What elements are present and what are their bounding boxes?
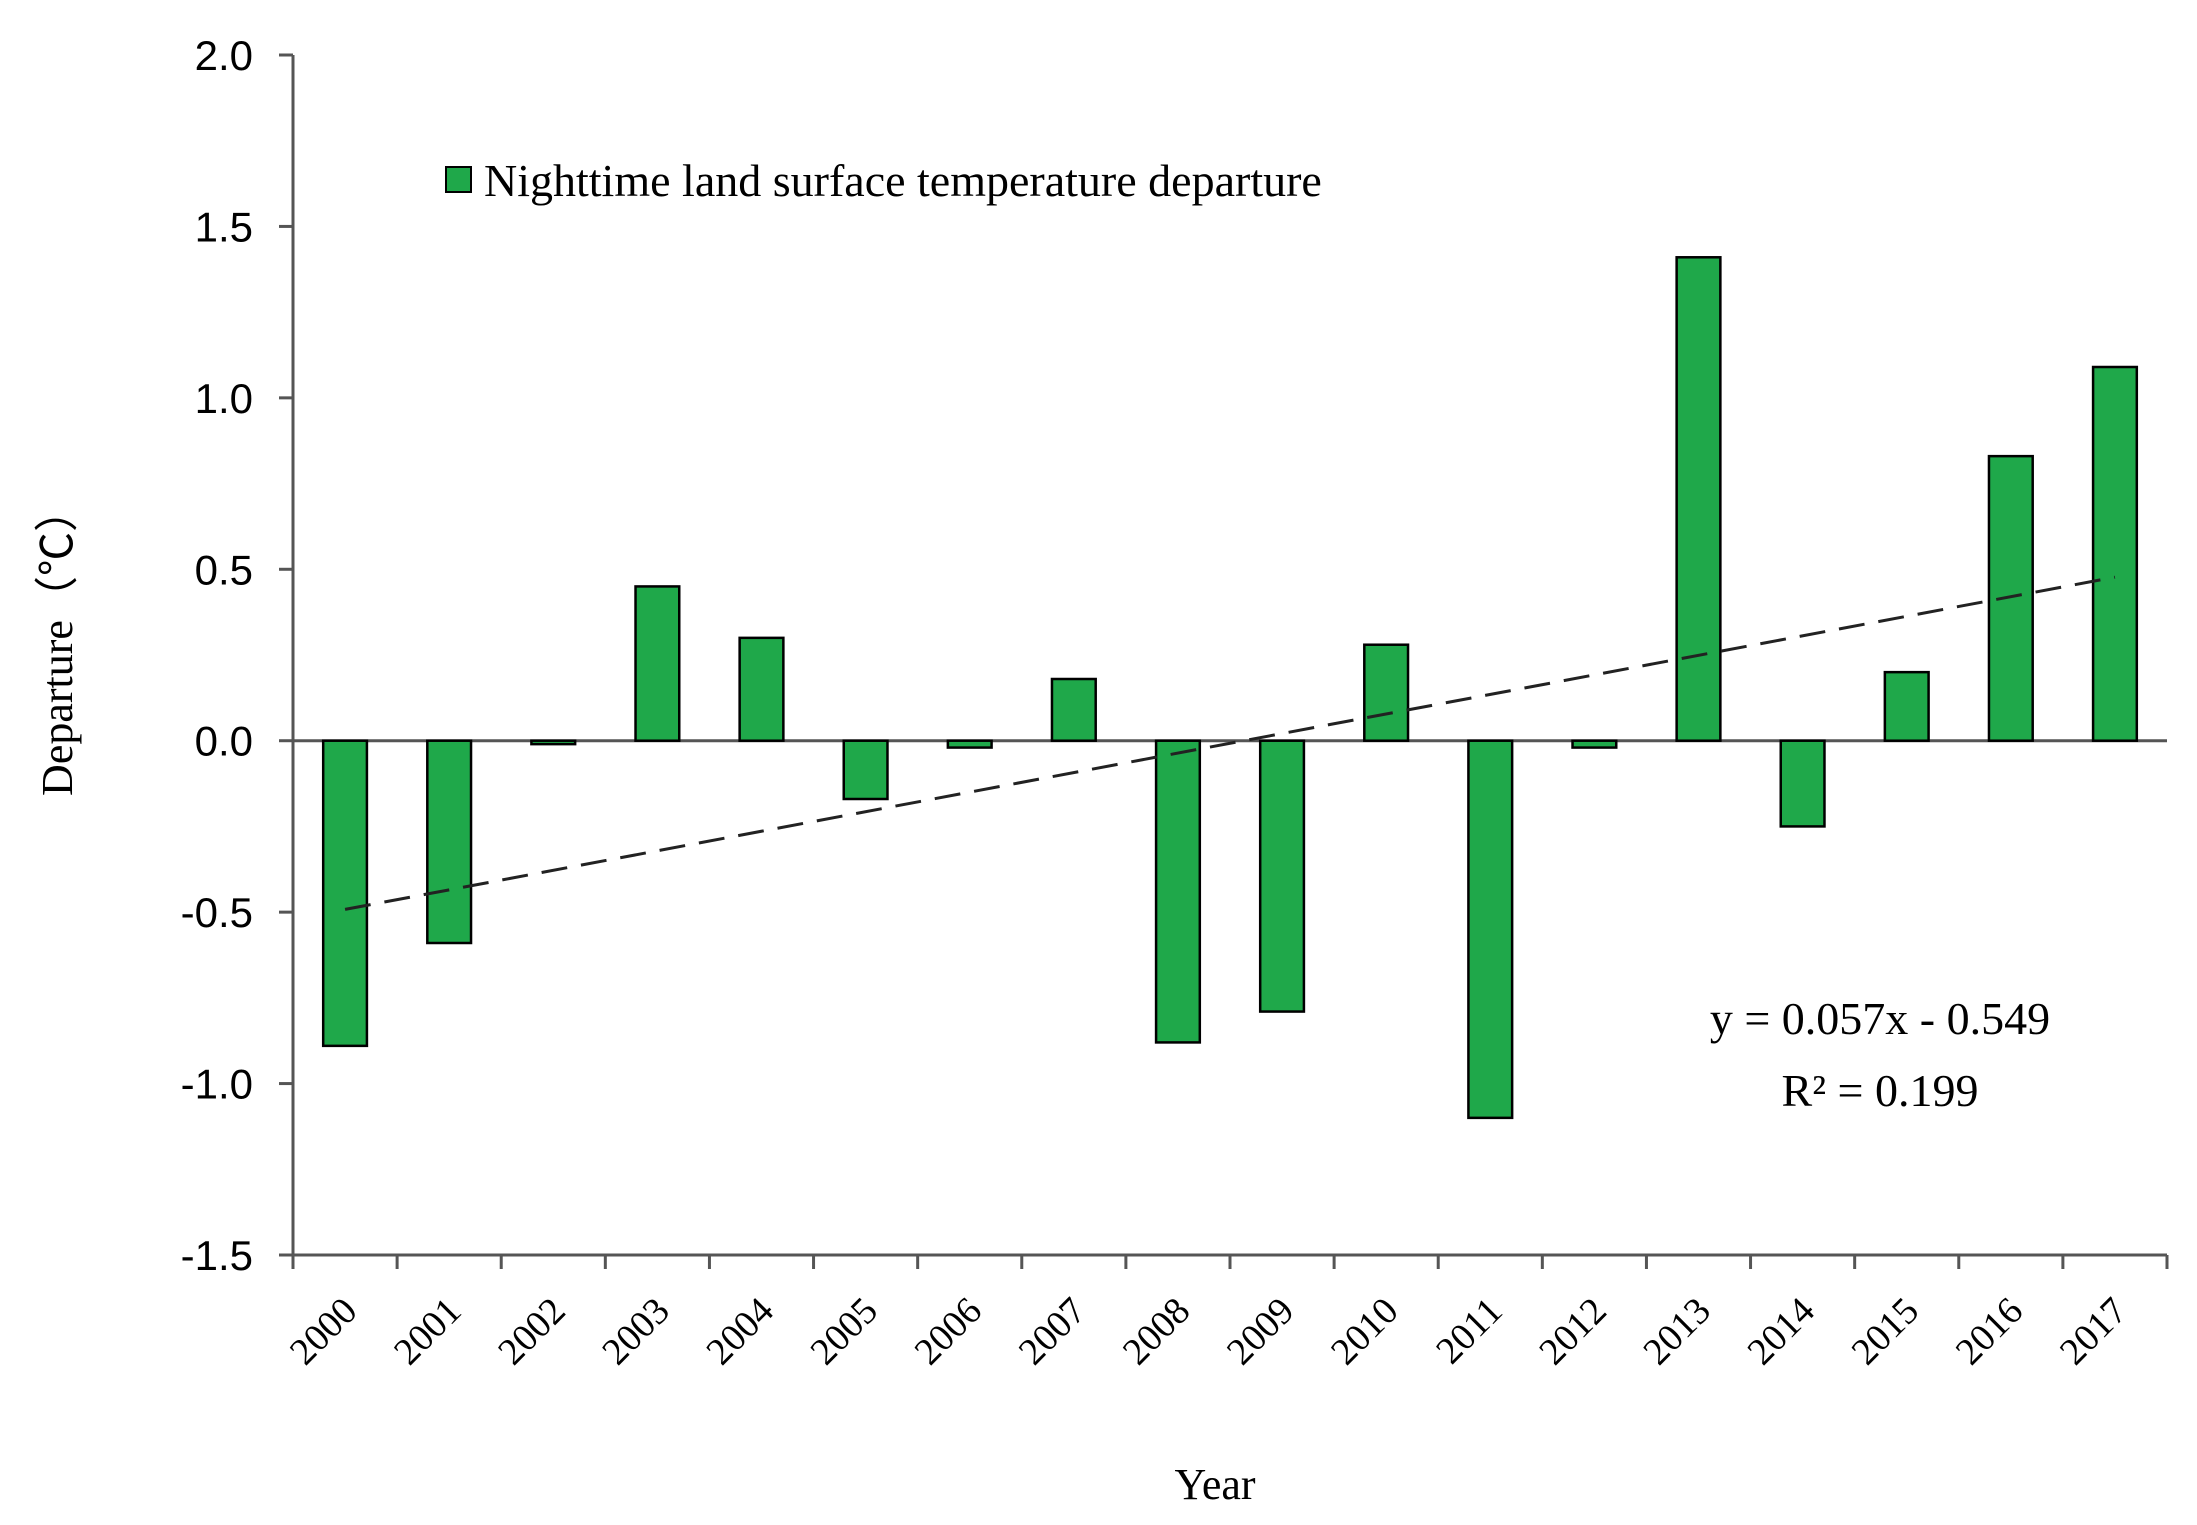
legend-swatch bbox=[445, 166, 472, 193]
x-tick-label: 2003 bbox=[594, 1290, 677, 1373]
bar bbox=[2091, 365, 2139, 742]
y-tick-label: 0.5 bbox=[195, 546, 253, 593]
bar bbox=[1675, 256, 1722, 742]
bar bbox=[634, 585, 681, 742]
x-tick-label: 2012 bbox=[1531, 1290, 1614, 1373]
bar bbox=[946, 739, 993, 749]
y-axis-title: Departure（℃） bbox=[33, 488, 82, 796]
x-tick-label: 2011 bbox=[1428, 1290, 1510, 1372]
y-tick-label: -1.0 bbox=[181, 1061, 253, 1108]
bar bbox=[738, 636, 785, 742]
bar bbox=[1571, 739, 1618, 749]
y-axis-ticks: -1.5 -1.0 -0.5 0.0 0.5 1.0 1.5 2.0 bbox=[181, 32, 293, 1279]
bar bbox=[1779, 739, 1826, 828]
x-tick-label: 2007 bbox=[1011, 1290, 1094, 1373]
x-axis-title: Year bbox=[1174, 1460, 1255, 1509]
x-tick-label: 2014 bbox=[1740, 1290, 1823, 1373]
bar bbox=[842, 739, 889, 801]
bar bbox=[1883, 670, 1930, 742]
trendline-equation: y = 0.057x - 0.549 bbox=[1710, 993, 2050, 1044]
trendline-annotation: y = 0.057x - 0.549 R² = 0.199 bbox=[1710, 993, 2050, 1116]
bar bbox=[426, 739, 473, 945]
x-tick-label: 2017 bbox=[2052, 1290, 2135, 1373]
bar bbox=[1050, 677, 1097, 742]
bar bbox=[1467, 739, 1514, 1120]
bars bbox=[321, 256, 2139, 1120]
x-tick-label: 2009 bbox=[1219, 1290, 1302, 1373]
legend: Nighttime land surface temperature depar… bbox=[445, 155, 1322, 206]
x-tick-label: 2008 bbox=[1115, 1290, 1198, 1373]
x-tick-label: 2002 bbox=[490, 1290, 573, 1373]
trendline-group bbox=[344, 575, 2116, 911]
y-tick-label: 2.0 bbox=[195, 32, 253, 79]
x-axis-ticks: 2000 2001 2002 2003 2004 2005 2006 2007 2008 2009… bbox=[282, 1255, 2169, 1373]
x-tick-label: 2005 bbox=[803, 1290, 886, 1373]
x-tick-label: 2000 bbox=[282, 1290, 365, 1373]
bar bbox=[530, 739, 577, 746]
bar bbox=[1987, 454, 2034, 742]
x-tick-label: 2015 bbox=[1844, 1290, 1927, 1373]
x-tick-label: 2016 bbox=[1948, 1290, 2031, 1373]
x-tick-label: 2013 bbox=[1635, 1290, 1718, 1373]
bar bbox=[1154, 739, 1202, 1044]
trendline-r2: R² = 0.199 bbox=[1782, 1065, 1979, 1116]
y-tick-label: 1.5 bbox=[195, 203, 253, 250]
legend-label: Nighttime land surface temperature depar… bbox=[484, 155, 1322, 206]
bar bbox=[1258, 739, 1306, 1013]
x-tick-label: 2001 bbox=[386, 1290, 469, 1373]
x-tick-label: 2004 bbox=[698, 1290, 781, 1373]
y-tick-label: -0.5 bbox=[181, 889, 253, 936]
x-tick-label: 2010 bbox=[1323, 1290, 1406, 1373]
bar bbox=[321, 739, 369, 1048]
y-tick-label: -1.5 bbox=[181, 1232, 253, 1279]
y-tick-label: 0.0 bbox=[195, 718, 253, 765]
bar bbox=[1363, 643, 1410, 742]
x-tick-label: 2006 bbox=[907, 1290, 990, 1373]
trendline bbox=[344, 575, 2116, 911]
y-tick-label: 1.0 bbox=[195, 375, 253, 422]
